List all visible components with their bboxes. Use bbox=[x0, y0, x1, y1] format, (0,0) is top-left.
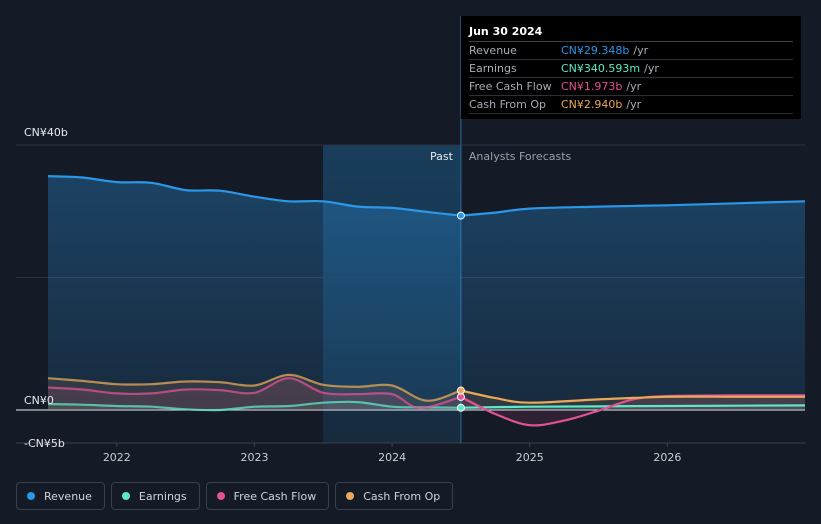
cash-from-op-past-line bbox=[47, 373, 462, 402]
tooltip-row-label: Revenue bbox=[469, 44, 517, 57]
revenue-past-line bbox=[47, 175, 462, 217]
tooltip-row-unit: /yr bbox=[626, 80, 642, 93]
legend-dot-icon bbox=[346, 492, 355, 500]
y-label-bottom: -CN¥5b bbox=[24, 437, 65, 450]
legend-item-free-cash-flow[interactable]: Free Cash Flow bbox=[205, 482, 330, 510]
legend-dot-icon bbox=[121, 492, 130, 500]
legend-item-cash-from-op[interactable]: Cash From Op bbox=[335, 482, 454, 510]
legend-label: Earnings bbox=[138, 489, 187, 503]
revenue-area bbox=[48, 176, 805, 410]
earnings-marker bbox=[456, 403, 465, 412]
tooltip-row-label: Free Cash Flow bbox=[469, 80, 552, 93]
tooltip-row: Earnings CN¥340.593m/yr bbox=[469, 60, 793, 78]
axis-labels: CN¥40b CN¥0 -CN¥5b 2022 2023 2024 2025 2026 Past… bbox=[24, 126, 681, 464]
forecast-label: Analysts Forecasts bbox=[469, 150, 572, 163]
x-tick-label: 2023 bbox=[240, 451, 268, 464]
tooltip-row-label: Cash From Op bbox=[469, 98, 547, 111]
tooltip-row-value: CN¥2.940b bbox=[561, 98, 623, 111]
past-label: Past bbox=[430, 150, 454, 163]
cash-from-op-forecast-line bbox=[460, 389, 805, 404]
free-cash-flow-past-line bbox=[47, 377, 462, 410]
tooltip-row: Revenue CN¥29.348b/yr bbox=[469, 42, 793, 60]
tooltip-row-value: CN¥340.593m bbox=[561, 62, 641, 75]
x-tick-label: 2025 bbox=[516, 451, 544, 464]
series-markers bbox=[456, 211, 465, 412]
tooltip-row: Cash From Op CN¥2.940b/yr bbox=[469, 96, 793, 114]
series-lines bbox=[47, 175, 806, 427]
x-tick-label: 2024 bbox=[378, 451, 406, 464]
earnings-forecast-line bbox=[460, 404, 806, 409]
tooltip-row: Free Cash Flow CN¥1.973b/yr bbox=[469, 78, 793, 96]
earnings-past-line bbox=[47, 400, 461, 412]
tooltip-row-value: CN¥29.348b bbox=[561, 44, 630, 57]
tooltip-row-label: Earnings bbox=[469, 62, 517, 75]
cash-from-op-area bbox=[48, 374, 805, 410]
legend-label: Revenue bbox=[44, 489, 92, 503]
legend: Revenue Earnings Free Cash Flow Cash From O… bbox=[16, 482, 454, 510]
legend-item-earnings[interactable]: Earnings bbox=[110, 482, 200, 510]
tooltip-row-unit: /yr bbox=[626, 98, 642, 111]
y-label-zero: CN¥0 bbox=[24, 394, 54, 407]
free-cash-flow-area bbox=[48, 378, 805, 426]
tooltip-date: Jun 30 2024 bbox=[469, 24, 793, 42]
x-tick-label: 2026 bbox=[653, 451, 681, 464]
x-tick-label: 2022 bbox=[103, 451, 131, 464]
tooltip-row-unit: /yr bbox=[633, 44, 649, 57]
revenue-forecast-line bbox=[460, 200, 806, 217]
cash-from-op-marker bbox=[456, 386, 465, 395]
tooltip: Jun 30 2024 Revenue CN¥29.348b/yr Earnings… bbox=[461, 16, 801, 119]
legend-dot-icon bbox=[216, 492, 225, 500]
revenue-marker bbox=[456, 211, 465, 220]
tooltip-row-unit: /yr bbox=[644, 62, 659, 75]
series-areas bbox=[48, 176, 805, 426]
free-cash-flow-forecast-line bbox=[460, 394, 806, 427]
legend-dot-icon bbox=[27, 492, 35, 500]
tooltip-row-value: CN¥1.973b bbox=[561, 80, 623, 93]
y-label-top: CN¥40b bbox=[24, 126, 68, 139]
earnings-area bbox=[48, 401, 805, 411]
tooltip-rows: Revenue CN¥29.348b/yr Earnings CN¥340.593m /… bbox=[469, 42, 793, 114]
legend-item-revenue[interactable]: Revenue bbox=[16, 482, 105, 510]
legend-label: Free Cash Flow bbox=[233, 489, 317, 503]
legend-label: Cash From Op bbox=[363, 489, 441, 503]
